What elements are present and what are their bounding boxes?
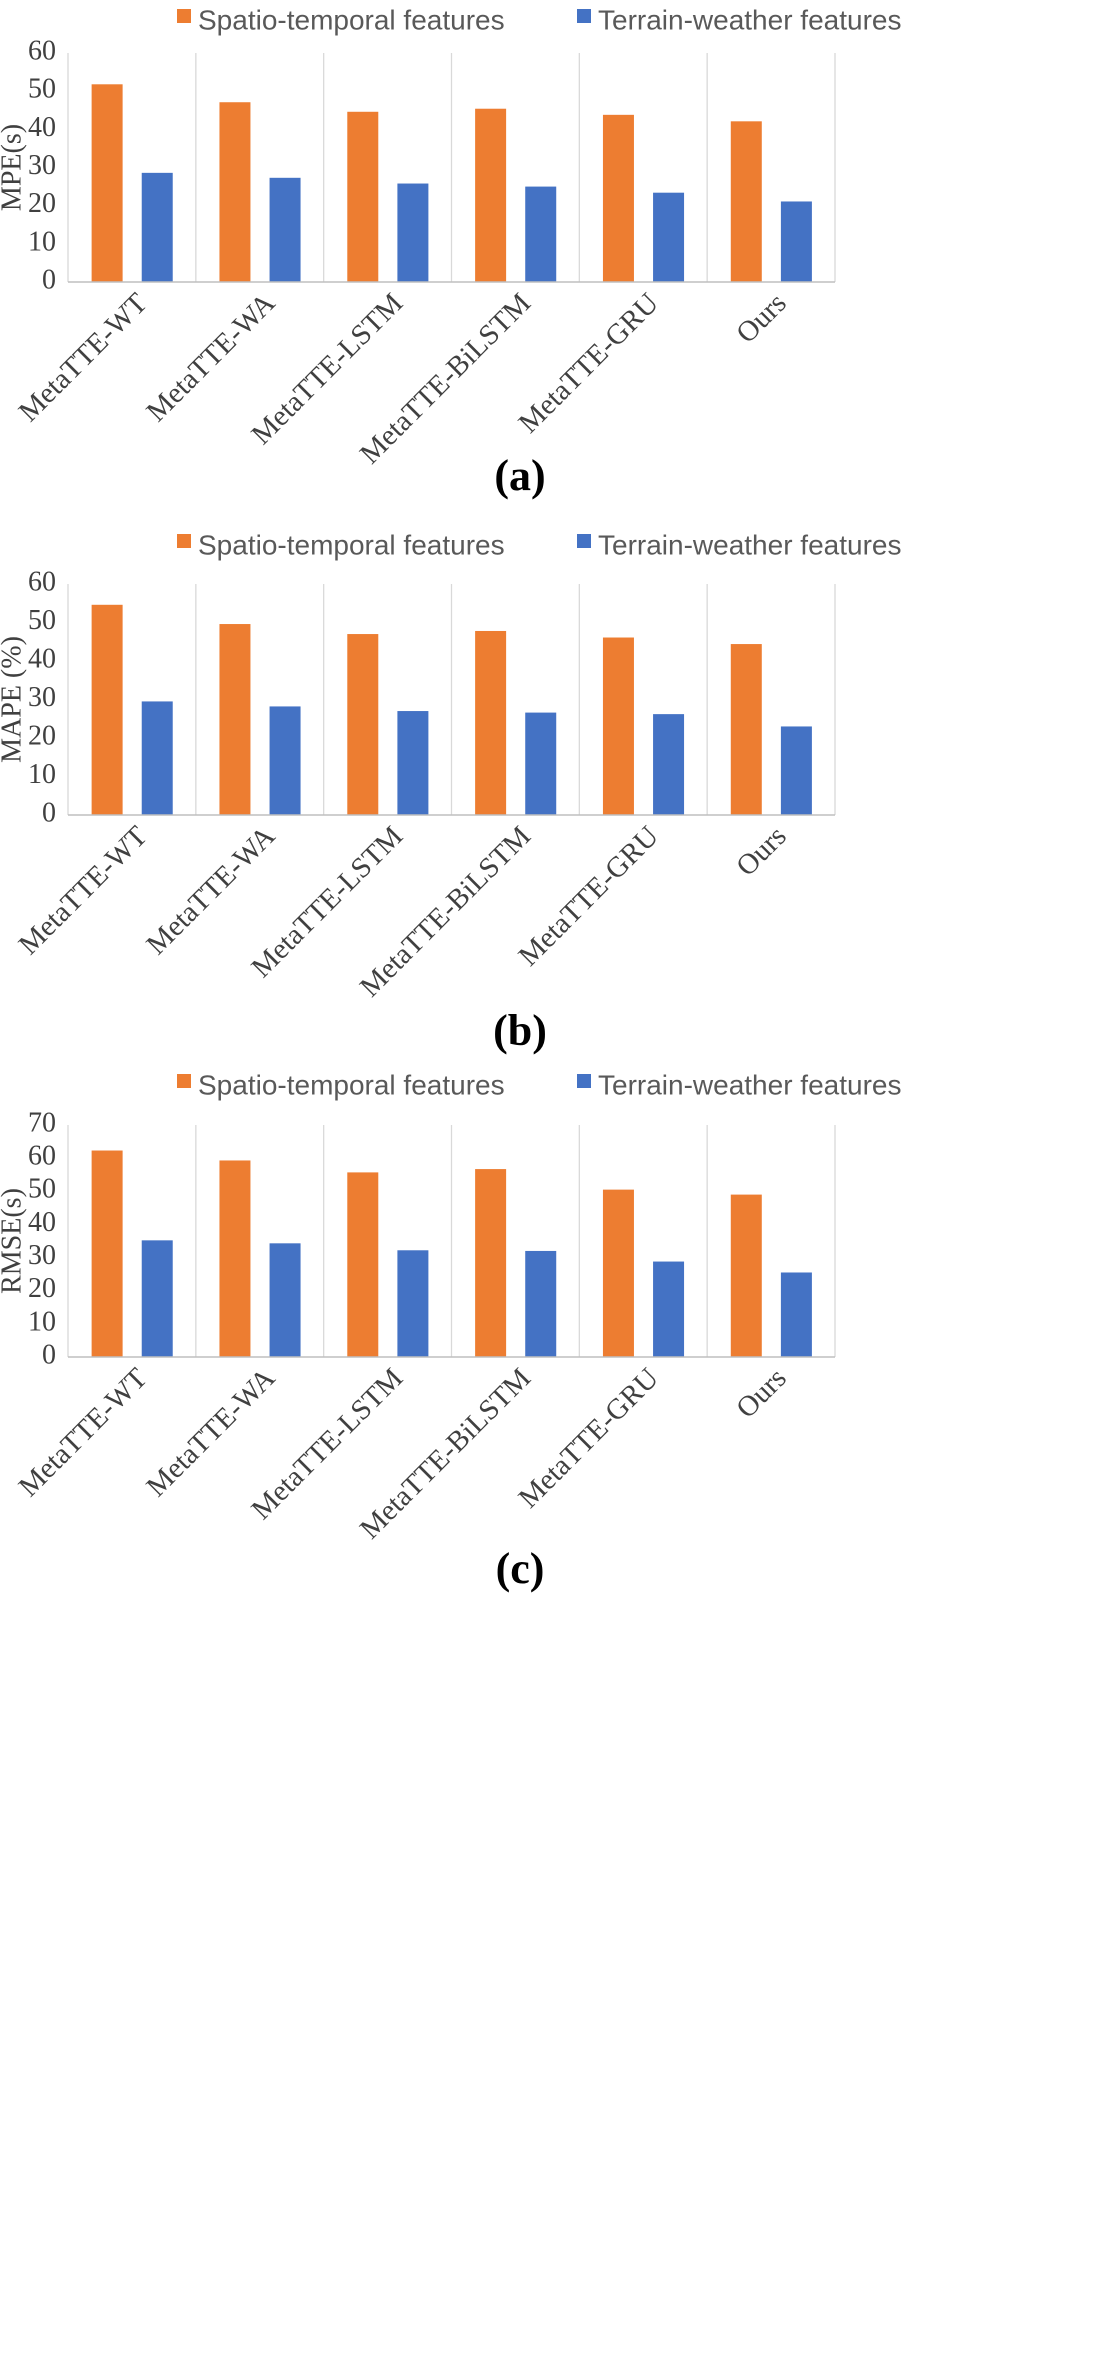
chart-panel-2: Spatio-temporal features Terrain-weather … <box>0 529 901 1055</box>
y-axis-title: MAPE (%) <box>0 636 27 763</box>
legend-spatio-swatch <box>177 1074 191 1088</box>
bar-spatio <box>347 1172 379 1357</box>
legend-spatio-label: Spatio-temporal features <box>198 4 505 35</box>
y-tick-label: 30 <box>28 1240 56 1271</box>
bar-terrain <box>269 177 301 282</box>
x-category-label: Ours <box>730 820 793 883</box>
bar-terrain <box>525 1250 557 1357</box>
bar-terrain <box>780 201 812 282</box>
bar-spatio <box>219 1160 251 1357</box>
bar-terrain <box>525 186 557 282</box>
legend-spatio-swatch <box>177 534 191 548</box>
bar-terrain <box>653 1261 685 1357</box>
y-tick-label: 70 <box>28 1107 56 1138</box>
bar-spatio <box>602 114 634 282</box>
bar-spatio <box>347 111 379 282</box>
bar-terrain <box>269 1243 301 1357</box>
y-tick-label: 50 <box>28 605 56 636</box>
legend: Spatio-temporal features Terrain-weather … <box>177 4 901 35</box>
y-tick-label: 10 <box>28 226 56 257</box>
y-axis-title: MPE(s) <box>0 124 27 211</box>
legend-spatio-label: Spatio-temporal features <box>198 529 505 560</box>
bar-terrain <box>141 172 173 282</box>
x-category-label: MetaTTE-WA <box>140 287 281 428</box>
y-tick-label: 60 <box>28 566 56 597</box>
legend-terrain-swatch <box>577 9 591 23</box>
bar-terrain <box>397 1250 429 1357</box>
y-tick-label: 40 <box>28 1207 56 1238</box>
bar-spatio <box>602 637 634 815</box>
bar-terrain <box>141 1240 173 1357</box>
y-axis-title: RMSE(s) <box>0 1188 27 1294</box>
bar-spatio <box>91 604 123 815</box>
x-category-label: MetaTTE-WA <box>140 1362 281 1503</box>
bar-spatio <box>475 1169 507 1357</box>
bar-spatio <box>347 634 379 815</box>
bar-terrain <box>397 183 429 282</box>
y-tick-label: 0 <box>42 264 56 295</box>
y-tick-label: 20 <box>28 720 56 751</box>
legend-terrain-swatch <box>577 1074 591 1088</box>
bar-terrain <box>780 726 812 815</box>
y-tick-label: 60 <box>28 35 56 66</box>
y-tick-label: 50 <box>28 1174 56 1205</box>
bar-terrain <box>780 1272 812 1357</box>
chart-panel-1: Spatio-temporal features Terrain-weather … <box>0 4 901 500</box>
legend-terrain-label: Terrain-weather features <box>598 4 901 35</box>
bar-terrain <box>653 192 685 282</box>
y-tick-label: 20 <box>28 188 56 219</box>
bar-terrain <box>653 714 685 815</box>
bar-spatio <box>602 1189 634 1357</box>
bar-spatio <box>475 108 507 283</box>
y-tick-label: 30 <box>28 682 56 713</box>
x-category-label: MetaTTE-WT <box>13 287 154 428</box>
bar-spatio <box>91 84 123 283</box>
bar-terrain <box>141 701 173 815</box>
bar-terrain <box>269 706 301 815</box>
x-category-label: MetaTTE-WT <box>13 1362 154 1503</box>
bar-spatio <box>475 630 507 815</box>
legend-terrain-label: Terrain-weather features <box>598 1069 901 1100</box>
y-tick-label: 40 <box>28 643 56 674</box>
y-tick-label: 20 <box>28 1273 56 1304</box>
panel-label: (b) <box>493 1006 547 1055</box>
panel-label: (a) <box>494 451 545 500</box>
legend-terrain-swatch <box>577 534 591 548</box>
y-tick-label: 10 <box>28 759 56 790</box>
x-category-label: MetaTTE-WT <box>13 820 154 961</box>
bar-spatio <box>219 624 251 815</box>
chart-panel-3: Spatio-temporal features Terrain-weather … <box>0 1069 901 1593</box>
bar-terrain <box>397 711 429 815</box>
bar-spatio <box>91 1150 123 1357</box>
y-tick-label: 0 <box>42 1339 56 1370</box>
y-tick-label: 10 <box>28 1306 56 1337</box>
x-category-label: MetaTTE-WA <box>140 820 281 961</box>
bar-spatio <box>730 644 762 815</box>
x-category-label: Ours <box>730 287 793 350</box>
legend-terrain-label: Terrain-weather features <box>598 529 901 560</box>
bar-spatio <box>730 121 762 283</box>
y-tick-label: 50 <box>28 74 56 105</box>
panel-label: (c) <box>496 1544 545 1593</box>
y-tick-label: 30 <box>28 150 56 181</box>
bar-spatio <box>219 102 251 282</box>
legend-spatio-swatch <box>177 9 191 23</box>
legend: Spatio-temporal features Terrain-weather … <box>177 1069 901 1100</box>
y-tick-label: 40 <box>28 112 56 143</box>
x-category-label: Ours <box>730 1362 793 1425</box>
legend-spatio-label: Spatio-temporal features <box>198 1069 505 1100</box>
y-tick-label: 60 <box>28 1141 56 1172</box>
legend: Spatio-temporal features Terrain-weather … <box>177 529 901 560</box>
y-tick-label: 0 <box>42 797 56 828</box>
bar-spatio <box>730 1194 762 1357</box>
bar-terrain <box>525 712 557 815</box>
